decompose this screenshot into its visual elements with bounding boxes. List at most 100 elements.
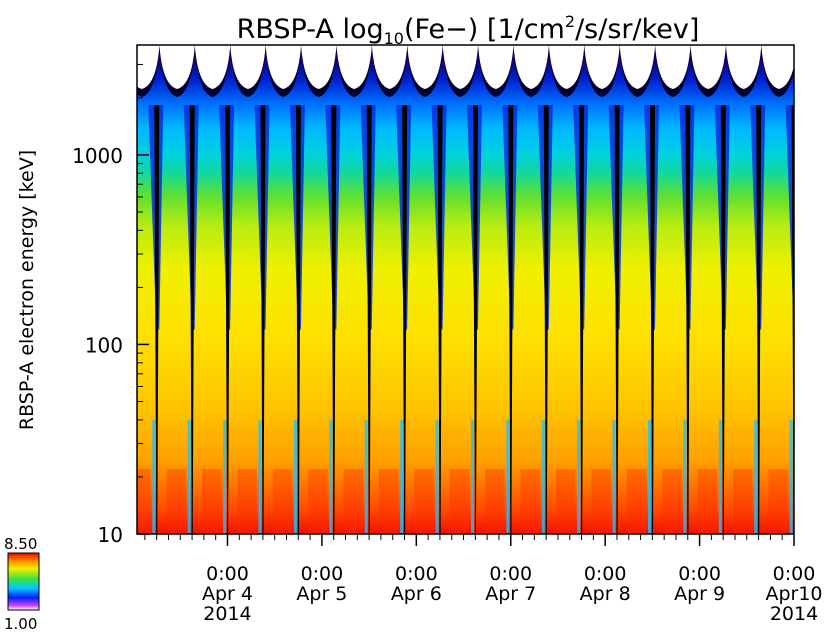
orbit-pass bbox=[301, 45, 341, 534]
low-energy-enhancement bbox=[555, 469, 576, 534]
x-tick-time: 0:00 bbox=[395, 563, 438, 585]
y-axis-label: RBSP-A electron energy [keV] bbox=[16, 150, 38, 430]
orbit-pass bbox=[725, 45, 766, 534]
low-energy-enhancement bbox=[272, 469, 293, 534]
x-tick-date: Apr 9 bbox=[674, 583, 725, 605]
cusp-gap bbox=[371, 45, 408, 89]
cusp-gap bbox=[194, 45, 231, 89]
low-energy-enhancement bbox=[697, 469, 718, 534]
orbit-pass bbox=[265, 45, 305, 534]
slot-line bbox=[187, 419, 191, 534]
x-tick-time: 0:00 bbox=[206, 563, 249, 585]
orbit-pass bbox=[230, 45, 270, 534]
slot-line bbox=[718, 419, 722, 534]
x-tick-time: 0:00 bbox=[678, 563, 721, 585]
perigee-line bbox=[685, 105, 691, 534]
perigee-line bbox=[225, 105, 231, 534]
x-tick-time: 0:00 bbox=[489, 563, 532, 585]
cusp-gap bbox=[761, 45, 794, 89]
slot-line bbox=[470, 419, 474, 534]
orbit-pass bbox=[690, 45, 730, 534]
orbit-pass bbox=[761, 45, 794, 534]
perigee-line bbox=[720, 105, 726, 534]
orbit-pass bbox=[655, 45, 695, 534]
colorbar bbox=[7, 552, 40, 611]
perigee-line bbox=[189, 105, 195, 534]
cusp-gap bbox=[159, 45, 195, 89]
low-energy-enhancement bbox=[137, 469, 151, 534]
perigee-line bbox=[614, 105, 620, 534]
x-tick-year: 2014 bbox=[770, 603, 818, 625]
spectrogram-plot-area bbox=[137, 45, 794, 534]
orbit-pass bbox=[407, 45, 447, 534]
slot-line bbox=[506, 419, 510, 534]
orbit-pass bbox=[371, 45, 412, 534]
low-energy-enhancement bbox=[166, 469, 186, 534]
low-energy-enhancement bbox=[201, 469, 222, 534]
perigee-line bbox=[472, 105, 478, 534]
chart-title: RBSP-A log10(Fe−) [1/cm2/s/sr/kev] bbox=[237, 12, 700, 48]
low-energy-enhancement bbox=[626, 469, 647, 534]
perigee-line bbox=[437, 105, 443, 534]
x-tick-time: 0:00 bbox=[584, 563, 627, 585]
orbit-pass bbox=[513, 45, 553, 534]
x-tick-year: 2014 bbox=[203, 603, 251, 625]
cusp-gap bbox=[690, 45, 726, 89]
x-tick-time: 0:00 bbox=[773, 563, 816, 585]
low-energy-enhancement bbox=[520, 469, 541, 534]
orbit-pass bbox=[159, 45, 199, 534]
x-tick-date: Apr 5 bbox=[296, 583, 347, 605]
perigee-line bbox=[260, 105, 266, 534]
x-tick-date: Apr 7 bbox=[485, 583, 536, 605]
cusp-gap bbox=[619, 45, 656, 89]
title-subscript: 10 bbox=[384, 29, 404, 48]
cusp-gap bbox=[230, 45, 266, 89]
cusp-gap bbox=[725, 45, 762, 89]
cusp-gap bbox=[655, 45, 691, 89]
perigee-line bbox=[650, 105, 656, 534]
cusp-gap bbox=[336, 45, 372, 89]
x-tick-date: Apr 8 bbox=[580, 583, 631, 605]
slot-line bbox=[293, 419, 297, 534]
colorbar-max-label: 8.50 bbox=[4, 535, 37, 553]
colorbar-min-label: 1.00 bbox=[4, 615, 37, 633]
orbit-pass bbox=[137, 45, 164, 534]
perigee-line bbox=[579, 105, 585, 534]
slot-line bbox=[541, 419, 545, 534]
slot-line bbox=[648, 419, 652, 534]
y-tick-label: 10 bbox=[98, 523, 123, 547]
plot-frame bbox=[136, 44, 795, 535]
perigee-line bbox=[295, 105, 301, 534]
slot-line bbox=[612, 419, 616, 534]
orbit-pass bbox=[548, 45, 589, 534]
cusp-gap bbox=[548, 45, 585, 89]
low-energy-enhancement bbox=[308, 469, 328, 534]
low-energy-enhancement bbox=[662, 469, 682, 534]
slot-line bbox=[400, 419, 404, 534]
slot-line bbox=[789, 419, 793, 534]
y-tick-label: 100 bbox=[85, 333, 123, 357]
title-prefix: RBSP-A log bbox=[237, 14, 384, 45]
cusp-gap bbox=[301, 45, 337, 89]
orbit-pass bbox=[442, 45, 482, 534]
low-energy-enhancement bbox=[768, 469, 788, 534]
orbit-pass bbox=[478, 45, 518, 534]
title-superscript: 2 bbox=[565, 12, 575, 31]
cusp-gap bbox=[137, 45, 160, 89]
cusp-gap bbox=[513, 45, 549, 89]
slot-line bbox=[435, 419, 439, 534]
orbit-pass bbox=[336, 45, 376, 534]
x-tick-date: Apr 6 bbox=[391, 583, 442, 605]
perigee-line bbox=[508, 105, 514, 534]
perigee-line bbox=[366, 105, 372, 534]
perigee-line bbox=[154, 105, 160, 534]
low-energy-enhancement bbox=[378, 469, 399, 534]
cusp-gap bbox=[442, 45, 479, 89]
